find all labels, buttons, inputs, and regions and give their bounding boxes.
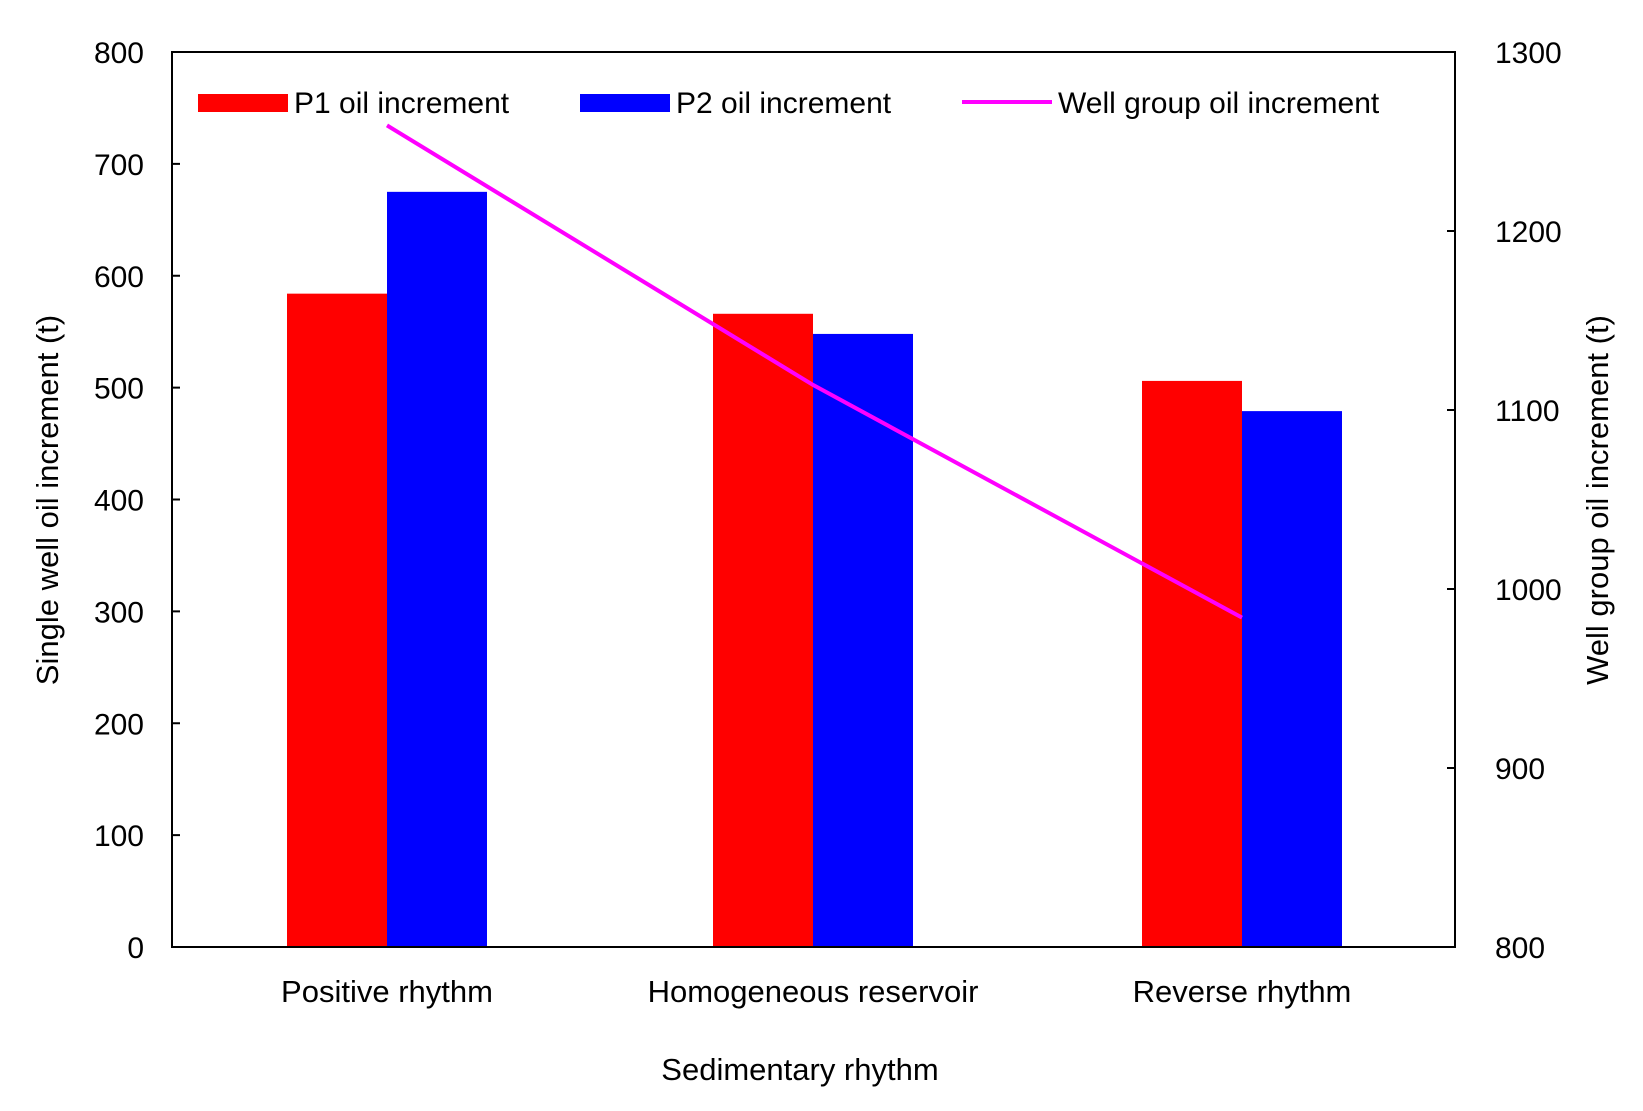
y-tick-label: 400 <box>94 485 144 518</box>
left-axis-ticks: 0 100 200 300 400 500 600 700 800 <box>94 37 180 965</box>
series-line-1 <box>385 123 1243 620</box>
legend-item-1: P1 oil increment <box>198 87 510 120</box>
y2-tick-label: 1300 <box>1495 37 1562 70</box>
y-tick-label: 100 <box>94 820 144 853</box>
y2-tick-label: 900 <box>1495 753 1545 786</box>
bar-1-2 <box>713 313 813 948</box>
y2-tick-label: 1200 <box>1495 216 1562 249</box>
y2-tick-label: 800 <box>1495 932 1545 965</box>
y-tick-label: 600 <box>94 261 144 294</box>
right-axis-ticks: 800 900 1000 1100 1200 1300 <box>1447 37 1562 965</box>
legend-swatch <box>198 94 288 112</box>
y-tick-label: 800 <box>94 37 144 70</box>
legend-swatch <box>580 94 670 112</box>
bar-2-2 <box>813 333 913 947</box>
y-tick-label: 200 <box>94 708 144 741</box>
y2-tick-label: 1000 <box>1495 574 1562 607</box>
bar-1-1 <box>287 293 387 947</box>
y-tick-label: 500 <box>94 373 144 406</box>
bar-1-3 <box>1142 380 1242 948</box>
y-axis-title: Single well oil increment (t) <box>30 315 65 685</box>
legend-label: P1 oil increment <box>294 87 510 120</box>
category-label-3: Reverse rhythm <box>1133 974 1352 1009</box>
x-axis-title: Sedimentary rhythm <box>661 1052 938 1087</box>
bars-layer <box>287 191 1342 948</box>
category-labels: Positive rhythm Homogeneous reservoir Reve… <box>281 974 1351 1009</box>
legend-item-2: P2 oil increment <box>580 87 892 120</box>
y-tick-label: 700 <box>94 149 144 182</box>
bar-2-3 <box>1242 411 1342 947</box>
lines-layer <box>385 123 1243 620</box>
y2-axis-title: Well group oil increment (t) <box>1580 315 1615 685</box>
y-tick-label: 300 <box>94 596 144 629</box>
legend: P1 oil increment P2 oil increment Well gro… <box>198 87 1380 120</box>
category-label-1: Positive rhythm <box>281 974 493 1009</box>
y2-tick-label: 1100 <box>1495 395 1560 428</box>
legend-label: P2 oil increment <box>676 87 892 120</box>
legend-item-3: Well group oil increment <box>962 87 1380 120</box>
category-label-2: Homogeneous reservoir <box>648 974 979 1009</box>
legend-label: Well group oil increment <box>1058 87 1380 120</box>
y-tick-label: 0 <box>127 932 144 965</box>
bar-2-1 <box>387 191 487 947</box>
